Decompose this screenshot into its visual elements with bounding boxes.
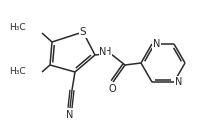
Text: N: N xyxy=(175,77,182,87)
Text: S: S xyxy=(80,27,86,37)
Text: N: N xyxy=(99,47,107,57)
Text: O: O xyxy=(108,84,116,94)
Text: H₃C: H₃C xyxy=(9,67,26,77)
Text: H: H xyxy=(104,47,112,57)
Text: N: N xyxy=(66,110,74,120)
Text: N: N xyxy=(153,39,160,49)
Text: H₃C: H₃C xyxy=(9,23,26,32)
